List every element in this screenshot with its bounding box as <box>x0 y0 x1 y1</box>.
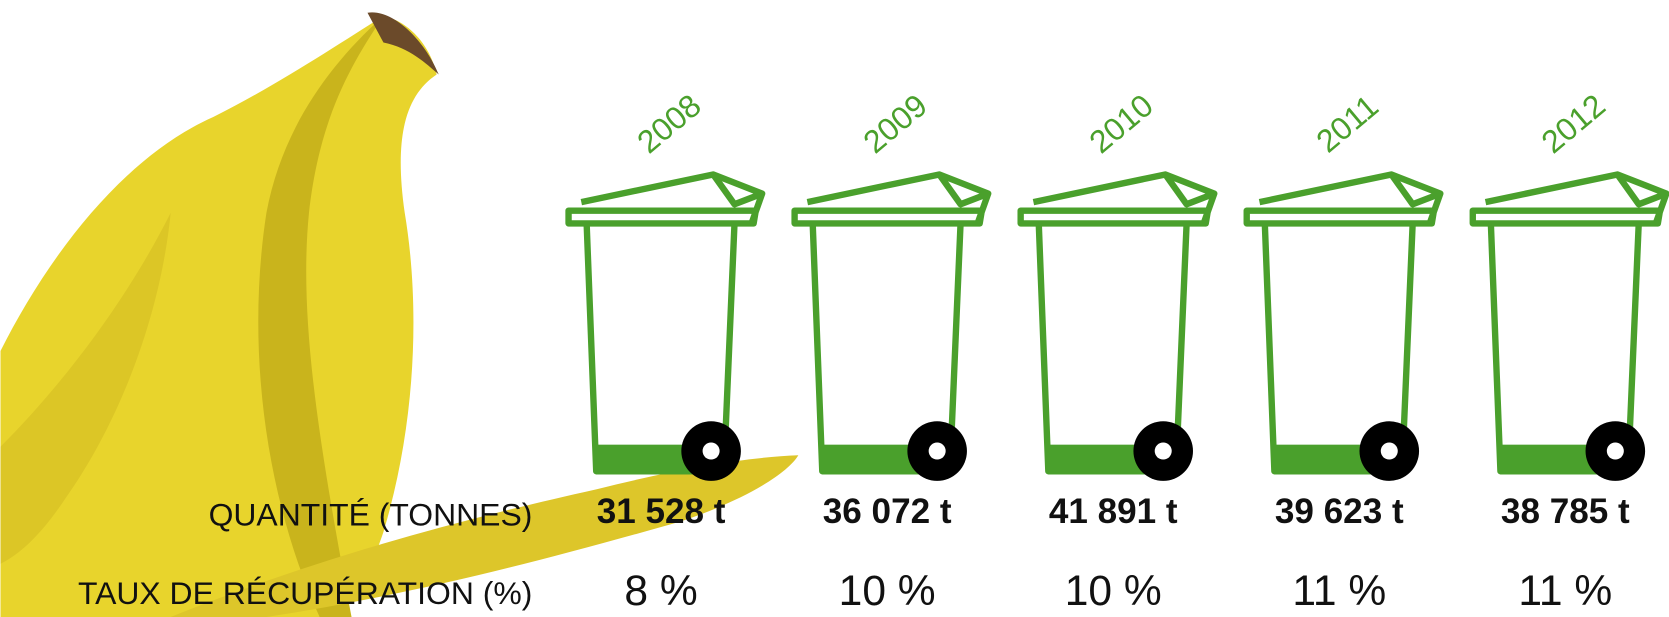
bin-fill <box>822 444 925 474</box>
quantity-value: 39 623 t <box>1275 492 1404 531</box>
bin-lid <box>1469 171 1669 227</box>
bin-lid <box>1017 171 1218 227</box>
bin-lid <box>565 171 766 227</box>
bin-lid <box>1243 171 1444 227</box>
banana-illustration <box>0 12 799 617</box>
bin-fill <box>1500 444 1603 474</box>
quantity-row-label: QUANTITÉ (TONNES) <box>209 496 533 532</box>
rate-value: 10 % <box>1065 567 1162 615</box>
rate-value: 8 % <box>624 567 697 615</box>
quantity-value: 41 891 t <box>1049 492 1178 531</box>
year-label: 2012 <box>1534 87 1612 160</box>
year-label: 2011 <box>1309 88 1385 160</box>
quantity-value: 31 528 t <box>597 492 726 531</box>
year-label: 2008 <box>630 87 708 160</box>
bin-hub <box>702 442 720 460</box>
bin-fill <box>1048 444 1151 474</box>
quantity-value: 38 785 t <box>1501 492 1630 531</box>
rate-row-label: TAUX DE RÉCUPÉRATION (%) <box>78 575 532 611</box>
quantity-value: 36 072 t <box>823 492 952 531</box>
year-label: 2009 <box>856 87 934 160</box>
bin-hub <box>928 442 946 460</box>
bin-group: 2008 31 528 t 8 % <box>565 87 766 615</box>
bin-group: 2012 38 785 t 11 % <box>1469 87 1669 615</box>
rate-value: 11 % <box>1292 567 1386 615</box>
bin-hub <box>1380 442 1398 460</box>
bin-fill <box>596 444 699 474</box>
rate-value: 10 % <box>839 567 936 615</box>
year-label: 2010 <box>1082 87 1160 160</box>
bin-hub <box>1606 442 1624 460</box>
bin-hub <box>1154 442 1172 460</box>
rate-value: 11 % <box>1518 567 1612 615</box>
bin-group: 2009 36 072 t 10 % <box>791 87 992 615</box>
bin-lid <box>791 171 992 227</box>
bin-fill <box>1274 444 1377 474</box>
bin-group: 2011 39 623 t 11 % <box>1243 88 1444 615</box>
bin-group: 2010 41 891 t 10 % <box>1017 87 1218 615</box>
